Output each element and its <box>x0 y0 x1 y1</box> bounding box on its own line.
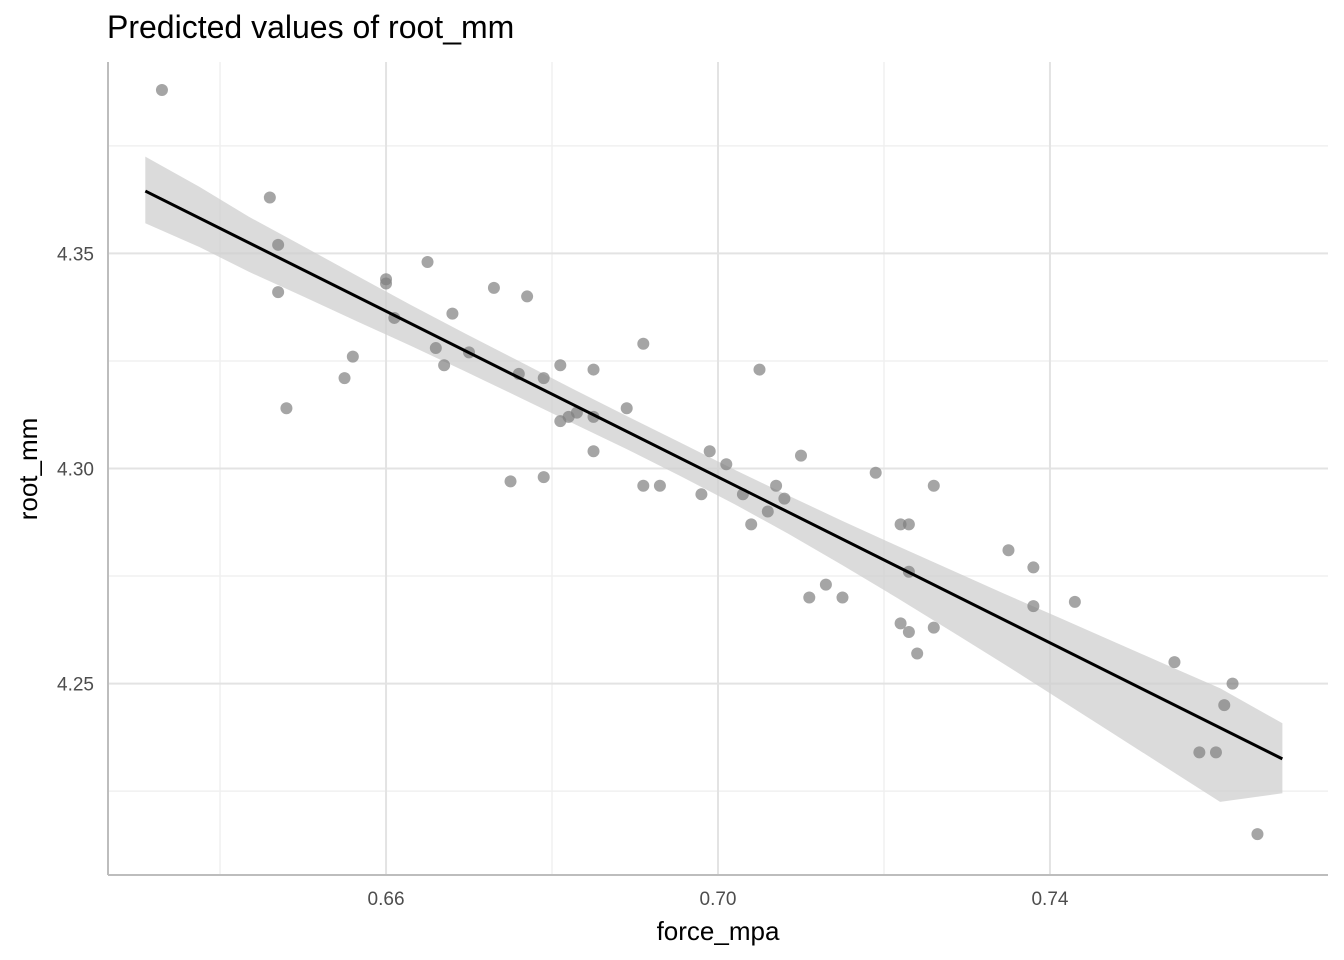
data-point <box>1068 595 1081 608</box>
data-point <box>637 337 650 350</box>
data-point <box>745 518 758 531</box>
data-point <box>338 372 351 385</box>
data-point <box>902 518 915 531</box>
data-point <box>421 256 434 269</box>
y-tick-label: 4.25 <box>57 675 94 696</box>
data-point <box>770 479 783 492</box>
y-tick-label: 4.30 <box>57 460 94 481</box>
data-point <box>1226 677 1239 690</box>
data-point <box>1218 699 1231 712</box>
data-point <box>155 83 168 96</box>
data-point <box>778 492 791 505</box>
y-axis-title: root_mm <box>13 418 43 521</box>
data-point <box>761 505 774 518</box>
data-point <box>504 475 517 488</box>
data-point <box>446 307 459 320</box>
data-point <box>537 372 550 385</box>
data-point <box>587 445 600 458</box>
data-point <box>587 363 600 376</box>
data-point <box>1027 600 1040 613</box>
data-point <box>927 621 940 634</box>
x-tick-label: 0.66 <box>368 889 405 910</box>
data-point <box>1168 656 1181 669</box>
data-point <box>263 191 276 204</box>
data-point <box>1027 561 1040 574</box>
data-point <box>794 449 807 462</box>
axes-layer <box>107 62 1328 876</box>
data-point <box>695 488 708 501</box>
tick-labels-layer: 0.66 0.70 0.74 4.25 4.30 4.35 <box>57 244 1069 910</box>
data-point <box>911 647 924 660</box>
data-point <box>803 591 816 604</box>
data-point <box>272 286 285 299</box>
data-point <box>380 277 393 290</box>
confidence-band <box>145 156 1283 802</box>
x-axis-title: force_mpa <box>657 916 780 946</box>
data-point <box>869 466 882 479</box>
data-point <box>521 290 534 303</box>
x-tick-label: 0.74 <box>1031 889 1068 910</box>
fit-line-layer <box>144 189 1284 761</box>
data-point <box>637 479 650 492</box>
data-point <box>1002 544 1015 557</box>
data-point <box>894 617 907 630</box>
data-point <box>620 402 633 415</box>
data-point <box>1193 746 1206 759</box>
data-point <box>720 458 733 471</box>
data-point <box>272 238 285 251</box>
data-point <box>1251 828 1264 841</box>
data-point <box>280 402 293 415</box>
chart-title: Predicted values of root_mm <box>107 9 514 45</box>
data-point <box>653 479 666 492</box>
data-point <box>1209 746 1222 759</box>
data-point <box>753 363 766 376</box>
regression-line <box>144 189 1284 761</box>
data-point <box>836 591 849 604</box>
data-point <box>537 471 550 484</box>
confidence-band-layer <box>145 156 1283 802</box>
data-point <box>894 518 907 531</box>
data-point <box>554 359 567 372</box>
data-point <box>487 281 500 294</box>
data-point <box>346 350 359 363</box>
data-point <box>438 359 451 372</box>
data-point <box>902 625 915 638</box>
data-point <box>819 578 832 591</box>
data-point <box>703 445 716 458</box>
data-point <box>429 342 442 355</box>
x-tick-label: 0.70 <box>700 889 737 910</box>
data-point <box>927 479 940 492</box>
y-tick-label: 4.35 <box>57 244 94 265</box>
